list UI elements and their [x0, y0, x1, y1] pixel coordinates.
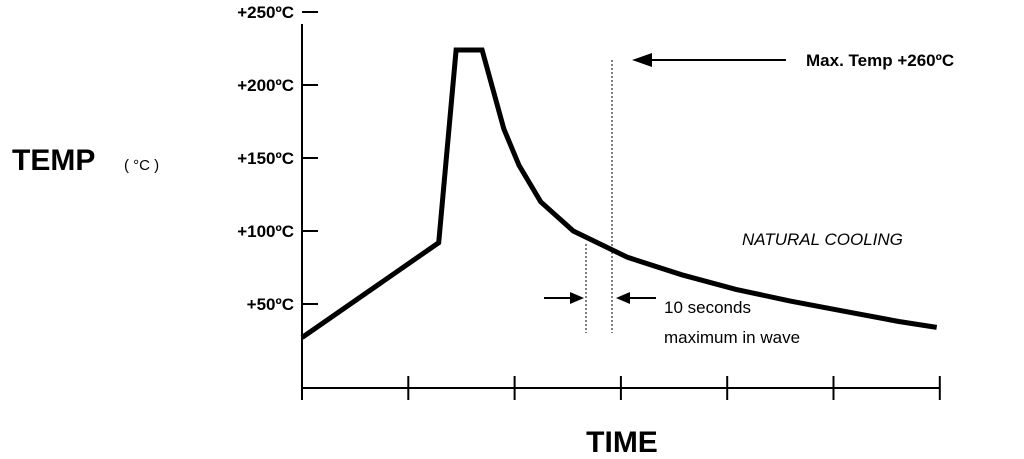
wave-arrowhead-right — [616, 292, 630, 304]
wave-label-line1: 10 seconds — [664, 298, 751, 317]
cooling-label: NATURAL COOLING — [742, 230, 903, 249]
y-tick-label: +50ºC — [247, 295, 294, 314]
wave-label-line2: maximum in wave — [664, 328, 800, 347]
y-tick-label: +100ºC — [237, 222, 294, 241]
y-axis-unit: ( °C ) — [124, 157, 159, 174]
y-tick-label: +200ºC — [237, 76, 294, 95]
y-axis-title: TEMP — [12, 144, 95, 177]
x-axis-title: TIME — [586, 426, 658, 459]
max-temp-label: Max. Temp +260ºC — [806, 51, 954, 70]
max-temp-arrowhead — [632, 53, 652, 67]
wave-arrowhead-left — [570, 292, 584, 304]
y-tick-label: +250ºC — [237, 3, 294, 22]
y-tick-label: +150ºC — [237, 149, 294, 168]
series-line — [300, 47, 938, 340]
